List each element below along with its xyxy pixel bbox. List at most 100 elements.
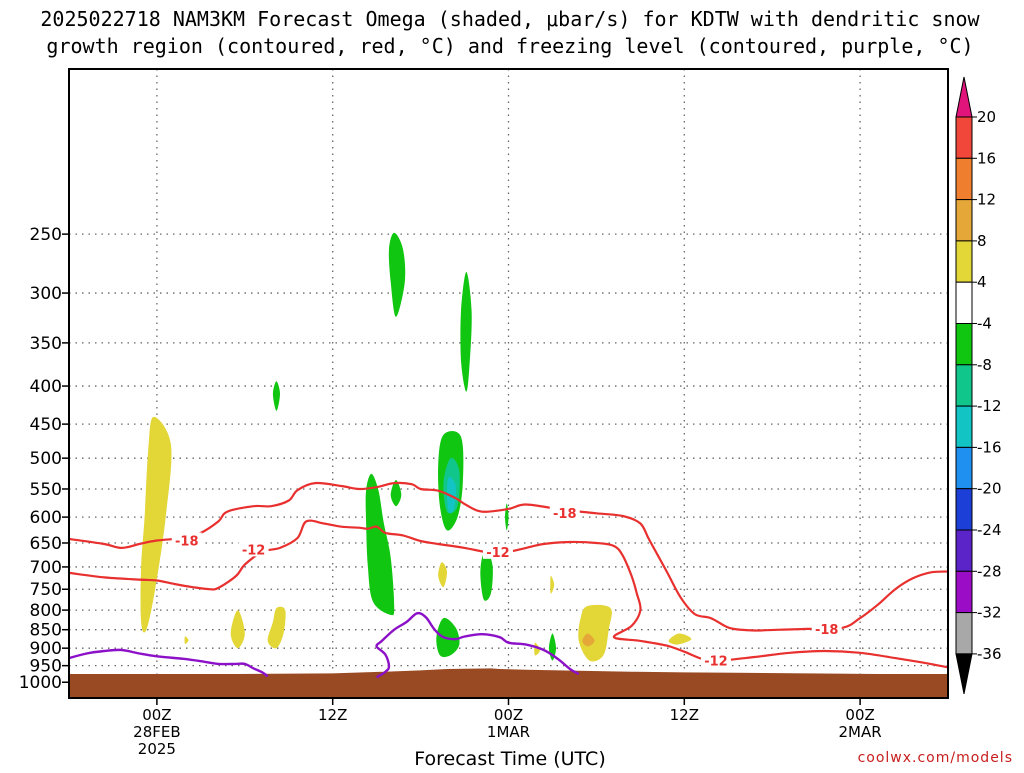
terrain-layer [69, 668, 948, 698]
colorbar: 20 16 12 8 4 -4 -8 -12 -16 -20 -24 -28 -32 -36 [955, 76, 1002, 694]
y-tick-label: 950 [30, 657, 62, 677]
grid-lines [69, 69, 948, 698]
omega-region-negative [447, 476, 457, 513]
y-tick-label: 400 [30, 377, 62, 397]
y-tick-label: 250 [30, 225, 62, 245]
y-tick-label: 600 [30, 508, 62, 528]
colorbar-label: 8 [977, 232, 987, 250]
y-tick-label: 900 [30, 639, 62, 659]
colorbar-label: 4 [977, 273, 987, 291]
omega-region-positive [438, 562, 448, 588]
y-tick-label: 650 [30, 534, 62, 554]
colorbar-label: -36 [977, 645, 1002, 663]
colorbar-bin [955, 446, 973, 490]
omega-region-negative [388, 232, 406, 317]
omega-region-negative [460, 271, 472, 392]
contour-label-bg [549, 504, 580, 520]
dgz-contour-line [69, 481, 948, 632]
plot-frame [68, 68, 949, 699]
colorbar-bin [955, 529, 973, 572]
y-tick-label: 350 [30, 334, 62, 354]
chart-title-line2: growth region (contoured, red, °C) and f… [46, 34, 973, 58]
y-tick-label: 500 [30, 449, 62, 469]
colorbar-bottom-arrow [955, 653, 973, 694]
y-tick-label: 700 [30, 558, 62, 578]
freezing-level-line [69, 648, 269, 678]
x-tick-label: 28FEB [133, 723, 180, 741]
colorbar-label: -24 [977, 521, 1002, 539]
chart-title-line1: 2025022718 NAM3KM Forecast Omega (shaded… [40, 7, 980, 31]
colorbar-bin [955, 612, 973, 655]
x-tick-label: 2MAR [839, 723, 882, 741]
omega-region-positive [230, 610, 245, 649]
colorbar-label: 12 [977, 191, 996, 209]
colorbar-label: -20 [977, 480, 1002, 498]
contour-labels: -18 -18 -18 -12 -12 -12 [171, 504, 842, 670]
colorbar-label: 20 [977, 108, 996, 126]
omega-region-negative [365, 473, 395, 616]
colorbar-bin [955, 157, 973, 201]
y-tick-label: 550 [30, 480, 62, 500]
dgz-contour-label: -18 [815, 623, 839, 638]
x-tick-label: 12Z [318, 706, 347, 724]
colorbar-label: -4 [977, 315, 992, 333]
colorbar-label: -28 [977, 562, 1002, 580]
colorbar-label: -12 [977, 397, 1002, 415]
omega-shading [140, 232, 692, 662]
colorbar-bin [955, 364, 973, 407]
colorbar-label: -32 [977, 604, 1002, 622]
contour-label-bg [700, 652, 731, 668]
colorbar-bin [955, 570, 973, 614]
y-tick-label: 850 [30, 621, 62, 641]
omega-region-positive [184, 636, 189, 644]
omega-region-positive [140, 416, 172, 633]
terrain-fill [69, 668, 948, 698]
colorbar-bin [955, 199, 973, 242]
colorbar-top-arrow [955, 76, 973, 118]
dgz-contour-label: -18 [553, 507, 577, 522]
colorbar-bin [955, 240, 973, 283]
colorbar-bin [955, 488, 973, 531]
x-tick-label: 1MAR [487, 723, 530, 741]
dgz-contour-label: -12 [704, 655, 728, 670]
contour-label-bg [238, 541, 269, 557]
dgz-contour-label: -18 [175, 534, 199, 549]
dgz-contour-label: -12 [486, 546, 510, 561]
colorbar-bin [955, 281, 973, 325]
y-tick-label: 800 [30, 601, 62, 621]
contour-label-bg [171, 532, 202, 548]
omega-region-positive [578, 604, 612, 662]
y-tick-label: 1000 [19, 673, 62, 693]
contour-label-bg [482, 543, 513, 559]
x-tick-label: 00Z [142, 706, 171, 724]
colorbar-bin [955, 323, 973, 366]
contour-label-bg [811, 620, 842, 636]
y-tick-label: 750 [30, 580, 62, 600]
omega-region-negative [390, 480, 402, 507]
omega-region-positive [550, 575, 555, 594]
colorbar-bin [955, 405, 973, 448]
x-tick-label: 00Z [494, 706, 523, 724]
y-axis-ticks: 2503003504004505005506006507007508008509… [19, 225, 69, 693]
colorbar-bin [955, 116, 973, 159]
colorbar-label: -16 [977, 438, 1002, 456]
site-credit: coolwx.com/models [858, 750, 1013, 766]
x-tick-label: 12Z [670, 706, 699, 724]
x-tick-label: 00Z [845, 706, 874, 724]
omega-region-negative [505, 503, 509, 531]
omega-region-negative [272, 381, 280, 411]
omega-region-negative [480, 551, 493, 601]
colorbar-label: 16 [977, 149, 996, 167]
x-tick-label: 2025 [138, 740, 176, 758]
y-tick-label: 300 [30, 284, 62, 304]
omega-region-positive [668, 633, 692, 645]
colorbar-label: -8 [977, 356, 992, 374]
omega-region-positive [267, 606, 286, 649]
x-axis-title: Forecast Time (UTC) [414, 748, 605, 768]
omega-region-positive [582, 633, 595, 647]
y-tick-label: 450 [30, 415, 62, 435]
freezing-level-line [375, 611, 580, 679]
